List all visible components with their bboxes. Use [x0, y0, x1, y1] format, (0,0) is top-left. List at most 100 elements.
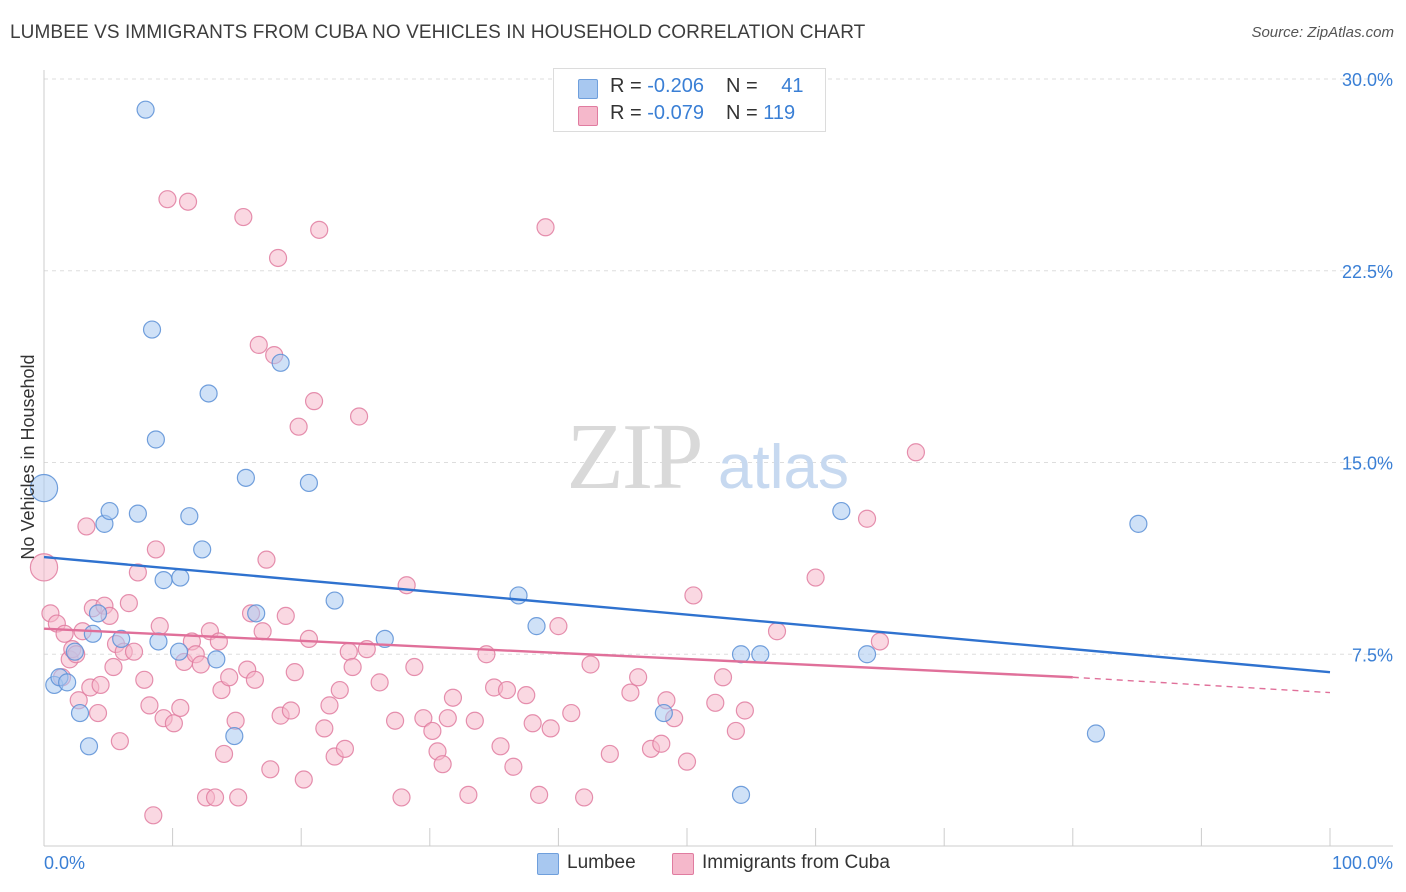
cuba-point-40: [205, 788, 225, 807]
cuba-point-87: [465, 711, 484, 730]
cuba-point-100: [575, 788, 594, 807]
lumbee-point-0: [29, 473, 59, 503]
cuba-point-103: [621, 683, 640, 702]
y-tick-label-2: 22.5%: [1342, 262, 1393, 282]
cuba-point-92: [504, 757, 523, 776]
cuba-point-119: [906, 443, 926, 462]
x-tick-label-1: 100.0%: [1332, 853, 1393, 873]
cuba-point-116: [806, 568, 825, 587]
cuba-point-118: [870, 632, 890, 651]
lumbee-point-38: [857, 645, 877, 664]
lumbee-point-17: [154, 571, 173, 590]
y-axis-label: No Vehicles in Household: [18, 354, 38, 559]
cuba-point-56: [268, 248, 288, 268]
lumbee-point-15: [146, 430, 165, 449]
lumbee-point-7: [83, 624, 102, 643]
lumbee-point-28: [299, 473, 319, 493]
cuba-point-69: [330, 680, 349, 700]
stats-box: R = -0.206 N = 41 R = -0.079 N = 119: [553, 68, 826, 132]
cuba-point-111: [706, 693, 725, 712]
chart-source: Source: ZipAtlas.com: [1251, 24, 1394, 41]
lumbee-point-29: [325, 591, 344, 610]
cuba-point-23: [128, 563, 147, 582]
cuba-point-58: [276, 606, 295, 626]
lumbee-point-35: [731, 785, 751, 804]
lumbee-point-6: [79, 737, 99, 756]
cuba-point-30: [158, 190, 177, 209]
y-tick-label-1: 15.0%: [1342, 454, 1393, 474]
legend-label-cuba: Immigrants from Cuba: [702, 852, 890, 873]
cuba-point-22: [124, 642, 144, 661]
cuba-point-62: [294, 770, 313, 789]
cuba-trend-line-extension: [1072, 676, 1331, 694]
cuba-point-117: [857, 509, 877, 528]
cuba-point-10: [77, 517, 96, 536]
cuba-point-75: [370, 673, 389, 692]
lumbee-swatch: [578, 79, 598, 99]
cuba-point-94: [523, 714, 542, 733]
legend-swatch-cuba: [672, 853, 694, 875]
cuba-point-84: [438, 709, 457, 728]
lumbee-point-14: [142, 320, 162, 339]
cuba-point-17: [104, 657, 123, 677]
cuba-point-67: [320, 696, 339, 715]
cuba-point-73: [349, 407, 369, 426]
cuba-point-110: [684, 586, 703, 605]
cuba-point-83: [433, 755, 452, 774]
cuba-point-102: [600, 744, 619, 764]
cuba-point-47: [234, 207, 253, 227]
cuba-point-14: [91, 675, 110, 695]
cuba-point-54: [261, 760, 280, 779]
cuba-point-52: [253, 622, 272, 641]
cuba-point-77: [392, 788, 411, 807]
lumbee-point-10: [100, 501, 119, 521]
lumbee-point-4: [65, 642, 84, 661]
lumbee-point-32: [527, 617, 546, 636]
cuba-point-27: [146, 540, 165, 559]
cuba-trend-line: [43, 627, 1073, 679]
cuba-point-0: [29, 553, 59, 582]
cuba-point-28: [150, 617, 169, 636]
lumbee-point-5: [70, 703, 90, 723]
cuba-point-43: [214, 744, 234, 764]
cuba-point-97: [541, 719, 560, 738]
cuba-point-95: [530, 785, 549, 804]
lumbee-point-26: [247, 604, 266, 623]
cuba-point-85: [443, 688, 463, 707]
cuba-point-60: [285, 663, 304, 682]
cuba-point-19: [110, 732, 129, 751]
cuba-point-96: [536, 218, 555, 237]
lumbee-point-13: [136, 100, 155, 119]
lumbee-point-3: [58, 673, 77, 692]
cuba-point-113: [726, 721, 745, 741]
tick-labels: 7.5% 15.0% 22.5% 30.0% 0.0% 100.0%: [44, 70, 1393, 873]
y-tick-label-3: 30.0%: [1342, 70, 1393, 90]
cuba-point-86: [459, 785, 478, 804]
cuba-point-76: [385, 711, 405, 730]
cuba-point-93: [517, 686, 536, 705]
cuba-point-106: [652, 734, 671, 753]
cuba-point-81: [423, 721, 442, 741]
regression-lines: [43, 555, 1331, 694]
lumbee-point-24: [225, 726, 244, 746]
grid-lines: [44, 78, 1393, 655]
watermark-zip: ZIP: [567, 405, 702, 509]
lumbee-point-39: [1086, 724, 1106, 743]
lumbee-point-31: [509, 586, 528, 605]
lumbee-point-19: [169, 642, 189, 661]
lumbee-point-40: [1129, 514, 1148, 533]
lumbee-point-8: [88, 604, 108, 623]
cuba-point-91: [497, 680, 517, 700]
cuba-point-63: [299, 629, 319, 649]
x-tick-label-0: 0.0%: [44, 853, 85, 873]
lumbee-point-30: [375, 629, 394, 649]
lumbee-point-11: [112, 629, 131, 649]
cuba-point-4: [55, 624, 74, 643]
legend-swatch-lumbee: [537, 853, 559, 875]
cuba-point-71: [339, 642, 358, 661]
cuba-point-90: [491, 737, 510, 756]
cuba-point-45: [226, 711, 245, 730]
lumbee-point-33: [654, 703, 673, 723]
cuba-point-32: [171, 698, 190, 718]
